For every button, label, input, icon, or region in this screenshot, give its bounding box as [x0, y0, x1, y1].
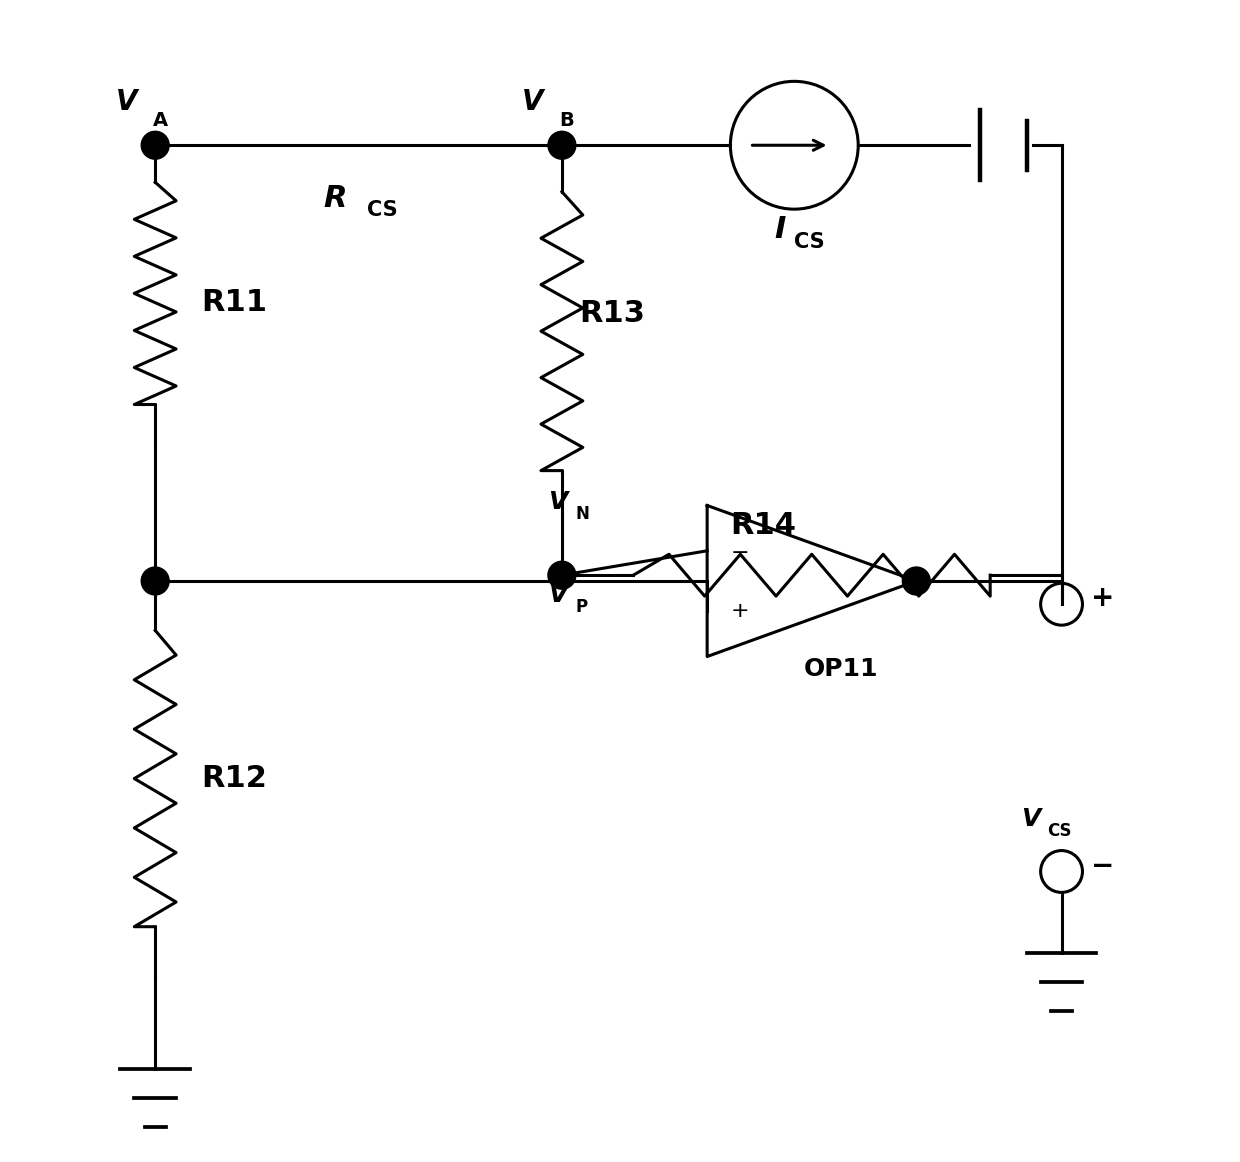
- Text: R14: R14: [730, 511, 796, 540]
- Text: P: P: [575, 597, 588, 616]
- Text: OP11: OP11: [804, 657, 878, 681]
- Text: V: V: [1022, 808, 1040, 831]
- Circle shape: [141, 131, 169, 159]
- Text: R: R: [324, 184, 347, 213]
- Text: $+$: $+$: [730, 601, 749, 622]
- Text: R11: R11: [202, 288, 268, 316]
- Text: CS: CS: [1048, 822, 1073, 840]
- Text: R13: R13: [579, 300, 645, 328]
- Text: CS: CS: [795, 232, 825, 252]
- Text: −: −: [1091, 852, 1114, 880]
- Text: A: A: [153, 112, 167, 130]
- Text: N: N: [575, 504, 590, 523]
- Circle shape: [141, 567, 169, 595]
- Text: CS: CS: [367, 200, 397, 220]
- Circle shape: [903, 567, 930, 595]
- Text: I: I: [775, 215, 786, 244]
- Text: V: V: [548, 583, 568, 607]
- Text: +: +: [1091, 584, 1114, 612]
- Text: V: V: [548, 490, 568, 514]
- Text: B: B: [559, 112, 574, 130]
- Text: $-$: $-$: [730, 540, 749, 561]
- Text: V: V: [115, 88, 136, 116]
- Circle shape: [548, 131, 575, 159]
- Circle shape: [548, 561, 575, 589]
- Text: V: V: [522, 88, 543, 116]
- Text: R12: R12: [202, 765, 268, 792]
